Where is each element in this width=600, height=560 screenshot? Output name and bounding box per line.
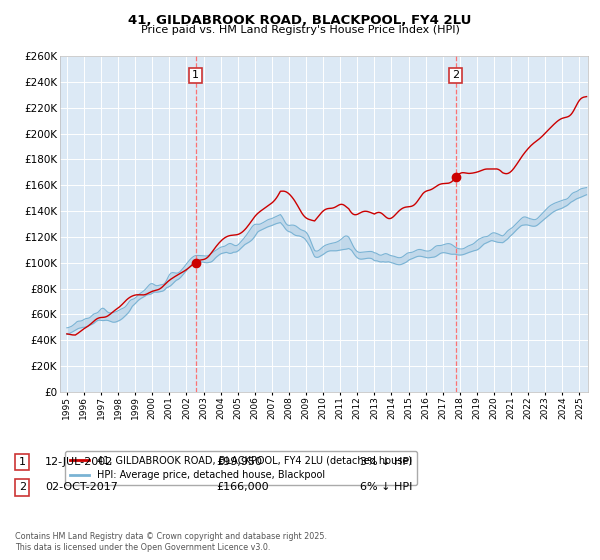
Text: 41, GILDABROOK ROAD, BLACKPOOL, FY4 2LU: 41, GILDABROOK ROAD, BLACKPOOL, FY4 2LU [128, 14, 472, 27]
Text: 12-JUL-2002: 12-JUL-2002 [45, 457, 113, 467]
Text: Contains HM Land Registry data © Crown copyright and database right 2025.
This d: Contains HM Land Registry data © Crown c… [15, 532, 327, 552]
Text: 6% ↓ HPI: 6% ↓ HPI [360, 482, 412, 492]
Text: 02-OCT-2017: 02-OCT-2017 [45, 482, 118, 492]
Text: £166,000: £166,000 [216, 482, 269, 492]
Text: 1: 1 [19, 457, 26, 467]
Text: 3% ↓ HPI: 3% ↓ HPI [360, 457, 412, 467]
Text: Price paid vs. HM Land Registry's House Price Index (HPI): Price paid vs. HM Land Registry's House … [140, 25, 460, 35]
Text: 2: 2 [19, 482, 26, 492]
Text: 1: 1 [192, 71, 199, 81]
Text: 2: 2 [452, 71, 459, 81]
Text: £99,950: £99,950 [216, 457, 262, 467]
Legend: 41, GILDABROOK ROAD, BLACKPOOL, FY4 2LU (detached house), HPI: Average price, de: 41, GILDABROOK ROAD, BLACKPOOL, FY4 2LU … [65, 451, 417, 485]
